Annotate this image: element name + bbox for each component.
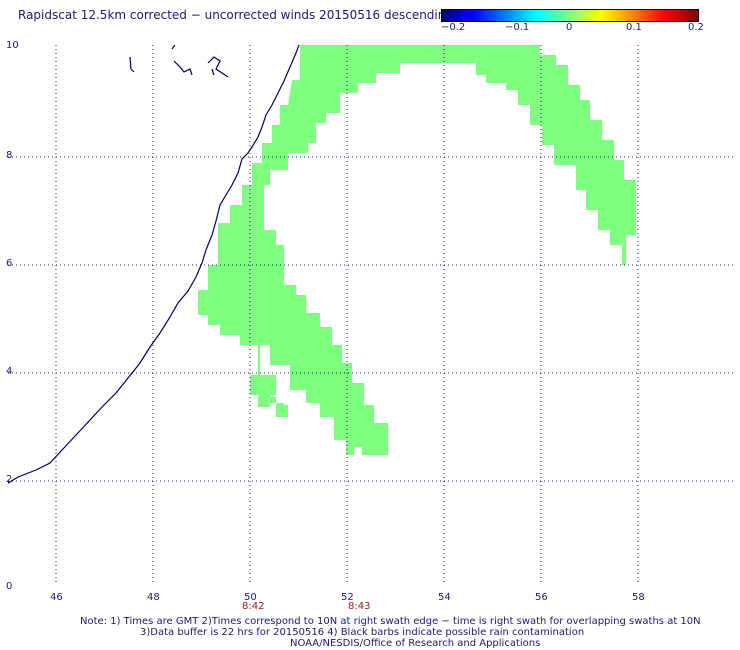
map-title: Rapidscat 12.5km corrected − uncorrected… xyxy=(18,8,453,22)
y-tick-label: 6 xyxy=(6,258,13,269)
footnote-line: NOAA/NESDIS/Office of Research and Appli… xyxy=(290,638,541,649)
colorbar-label: 0.1 xyxy=(626,22,642,33)
footnote-line: Note: 1) Times are GMT 2)Times correspon… xyxy=(80,616,701,627)
footnote: Note: 1) Times are GMT 2)Times correspon… xyxy=(0,616,740,649)
colorbar-label: 0.2 xyxy=(688,22,704,33)
y-tick-label: 10 xyxy=(6,40,19,51)
pass-time-label: 8:42 xyxy=(242,601,265,612)
colorbar-label: 0 xyxy=(566,22,573,33)
y-tick-label: 4 xyxy=(6,366,13,377)
island-shapes xyxy=(129,45,229,78)
x-tick-label: 48 xyxy=(147,592,160,603)
footnote-line: 3)Data buffer is 22 hrs for 20150516 4) … xyxy=(140,627,585,638)
x-tick-label: 52 xyxy=(341,592,354,603)
coastline xyxy=(8,45,300,484)
colorbar xyxy=(441,9,699,22)
swath-region xyxy=(198,45,636,455)
grid-lines xyxy=(8,45,736,585)
y-tick-label: 0 xyxy=(6,581,13,592)
x-tick-label: 46 xyxy=(50,592,63,603)
pass-time-label: 8:43 xyxy=(348,601,371,612)
map-plot xyxy=(8,45,736,585)
colorbar-label: −0.2 xyxy=(441,22,466,33)
colorbar-label: −0.1 xyxy=(505,22,530,33)
y-tick-label: 8 xyxy=(6,150,13,161)
y-tick-label: 2 xyxy=(6,474,13,485)
x-tick-label: 58 xyxy=(632,592,645,603)
x-tick-label: 54 xyxy=(438,592,451,603)
x-tick-label: 56 xyxy=(535,592,548,603)
x-tick-label: 50 xyxy=(244,592,257,603)
